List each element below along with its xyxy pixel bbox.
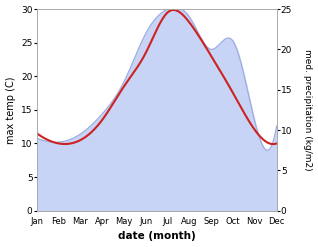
Y-axis label: max temp (C): max temp (C) bbox=[5, 76, 16, 144]
Y-axis label: med. precipitation (kg/m2): med. precipitation (kg/m2) bbox=[303, 49, 313, 171]
X-axis label: date (month): date (month) bbox=[118, 231, 196, 242]
